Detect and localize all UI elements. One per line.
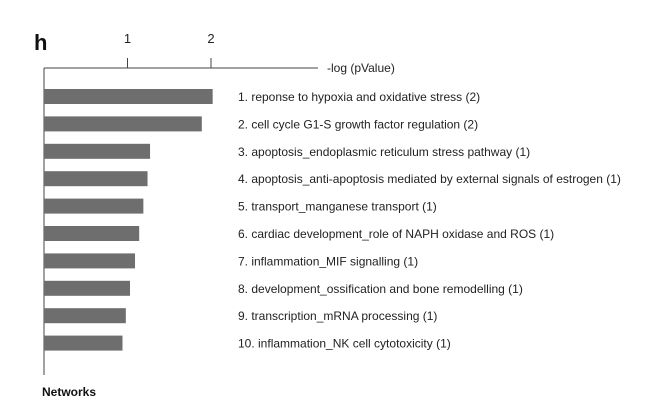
x-tick-label: 1 (124, 31, 131, 46)
x-axis-title: -log (pValue) (327, 61, 395, 75)
category-label: 7. inflammation_MIF signalling (1) (238, 254, 418, 268)
bar (44, 226, 140, 241)
bar (44, 198, 144, 214)
category-label: 4. apoptosis_anti-apoptosis mediated by … (238, 172, 621, 186)
bar (44, 171, 148, 187)
bar (44, 89, 213, 104)
bar (44, 280, 131, 296)
bar (44, 116, 202, 132)
bar (44, 308, 126, 324)
category-label: 3. apoptosis_endoplasmic reticulum stres… (238, 145, 530, 159)
bar (44, 335, 123, 351)
y-axis-title: Networks (42, 385, 96, 399)
bar (44, 143, 151, 159)
category-label: 6. cardiac development_role of NAPH oxid… (238, 227, 554, 241)
bars (44, 89, 213, 351)
panel-letter: h (34, 30, 47, 55)
category-labels: 1. reponse to hypoxia and oxidative stre… (238, 90, 621, 351)
category-label: 10. inflammation_NK cell cytotoxicity (1… (238, 337, 451, 351)
category-label: 8. development_ossification and bone rem… (238, 282, 523, 296)
category-label: 1. reponse to hypoxia and oxidative stre… (238, 90, 480, 104)
category-label: 2. cell cycle G1-S growth factor regulat… (238, 117, 478, 131)
bar (44, 253, 136, 269)
category-label: 9. transcription_mRNA processing (1) (238, 309, 437, 323)
category-label: 5. transport_manganese transport (1) (238, 200, 437, 214)
x-tick-label: 2 (207, 31, 214, 46)
